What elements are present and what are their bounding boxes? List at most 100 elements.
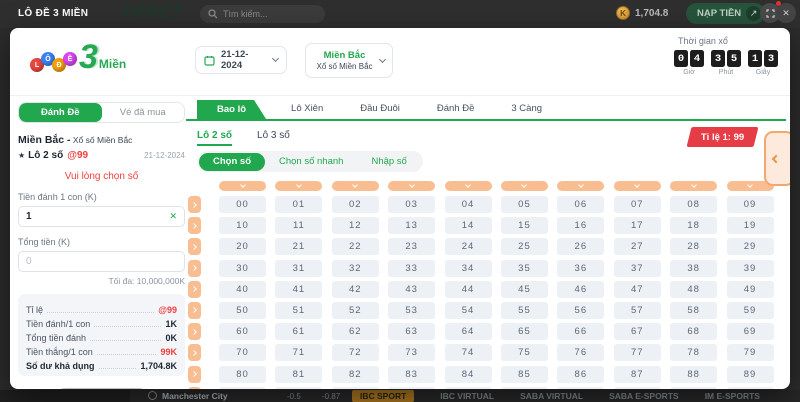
number-cell[interactable]: 80 xyxy=(219,365,266,383)
number-cell[interactable]: 48 xyxy=(670,280,718,298)
number-cell[interactable]: 16 xyxy=(557,217,605,235)
number-cell[interactable]: 59 xyxy=(726,301,774,319)
odds-value[interactable]: -0.87 xyxy=(322,392,341,401)
number-cell[interactable]: 07 xyxy=(613,196,661,213)
number-cell[interactable]: 44 xyxy=(444,280,492,298)
sidebar-tab[interactable]: Đánh Đề xyxy=(19,103,102,122)
number-cell[interactable]: 40 xyxy=(219,280,266,298)
row-select-button[interactable] xyxy=(188,217,201,235)
footer-nav-item[interactable]: IBC SPORT xyxy=(352,390,415,402)
number-cell[interactable]: 13 xyxy=(388,217,436,235)
odds-value[interactable]: -0.5 xyxy=(287,392,301,401)
number-cell[interactable]: 34 xyxy=(444,259,492,277)
number-cell[interactable]: 71 xyxy=(275,344,323,362)
number-cell[interactable]: 17 xyxy=(613,217,661,235)
row-select-button[interactable] xyxy=(188,365,201,383)
number-cell[interactable]: 35 xyxy=(500,259,548,277)
number-cell[interactable]: 95 xyxy=(500,386,548,389)
row-select-button[interactable] xyxy=(188,344,201,362)
game-tab[interactable]: Bao lô xyxy=(197,100,266,119)
column-select-button[interactable] xyxy=(670,181,718,191)
number-cell[interactable]: 66 xyxy=(557,323,605,341)
number-cell[interactable]: 28 xyxy=(670,238,718,256)
number-cell[interactable]: 99 xyxy=(726,386,774,389)
footer-nav-item[interactable]: IBC VIRTUAL xyxy=(440,391,495,401)
number-cell[interactable]: 60 xyxy=(219,323,266,341)
number-cell[interactable]: 84 xyxy=(444,365,492,383)
place-bet-button[interactable]: ĐẶT CƯỢC xyxy=(52,388,151,389)
column-select-button[interactable] xyxy=(726,181,774,191)
number-cell[interactable]: 56 xyxy=(557,301,605,319)
number-cell[interactable]: 26 xyxy=(557,238,605,256)
game-tab[interactable]: Lô Xiên xyxy=(291,103,324,114)
number-cell[interactable]: 82 xyxy=(331,365,379,383)
number-cell[interactable]: 96 xyxy=(557,386,605,389)
number-cell[interactable]: 75 xyxy=(500,344,548,362)
number-cell[interactable]: 57 xyxy=(613,301,661,319)
number-cell[interactable]: 43 xyxy=(388,280,436,298)
footer-nav-item[interactable]: IM E-SPORTS xyxy=(704,391,760,401)
number-cell[interactable]: 39 xyxy=(726,259,774,277)
row-select-button[interactable] xyxy=(188,323,201,341)
number-cell[interactable]: 12 xyxy=(331,217,379,235)
game-tab[interactable]: 3 Càng xyxy=(511,103,543,114)
number-cell[interactable]: 89 xyxy=(726,365,774,383)
number-cell[interactable]: 03 xyxy=(388,196,436,213)
sub-tab[interactable]: Lô 3 số xyxy=(257,130,290,141)
number-cell[interactable]: 21 xyxy=(275,238,323,256)
number-cell[interactable]: 05 xyxy=(500,196,548,213)
row-select-button[interactable] xyxy=(188,238,201,256)
row-select-button[interactable] xyxy=(188,280,201,298)
number-cell[interactable]: 97 xyxy=(613,386,661,389)
number-cell[interactable]: 73 xyxy=(388,344,436,362)
number-cell[interactable]: 86 xyxy=(557,365,605,383)
mode-pill[interactable]: Chọn số xyxy=(199,152,265,171)
number-cell[interactable]: 70 xyxy=(219,344,266,362)
date-picker[interactable]: 21-12-2024 xyxy=(195,46,287,74)
number-cell[interactable]: 64 xyxy=(444,323,492,341)
column-select-button[interactable] xyxy=(557,181,605,191)
sidebar-tab[interactable]: Vé đã mua xyxy=(101,103,184,122)
column-select-button[interactable] xyxy=(388,181,436,191)
number-cell[interactable]: 11 xyxy=(275,217,323,235)
number-cell[interactable]: 01 xyxy=(275,196,323,213)
number-cell[interactable]: 19 xyxy=(726,217,774,235)
total-input[interactable] xyxy=(26,256,177,267)
number-cell[interactable]: 62 xyxy=(331,323,379,341)
number-cell[interactable]: 81 xyxy=(275,365,323,383)
number-cell[interactable]: 61 xyxy=(275,323,323,341)
row-select-button[interactable] xyxy=(188,196,201,213)
number-cell[interactable]: 72 xyxy=(331,344,379,362)
number-cell[interactable]: 36 xyxy=(557,259,605,277)
number-cell[interactable]: 74 xyxy=(444,344,492,362)
column-select-button[interactable] xyxy=(219,181,266,191)
number-cell[interactable]: 52 xyxy=(331,301,379,319)
number-cell[interactable]: 37 xyxy=(613,259,661,277)
number-cell[interactable]: 92 xyxy=(331,386,379,389)
number-cell[interactable]: 63 xyxy=(388,323,436,341)
number-cell[interactable]: 10 xyxy=(219,217,266,235)
number-cell[interactable]: 14 xyxy=(444,217,492,235)
number-cell[interactable]: 09 xyxy=(726,196,774,213)
number-cell[interactable]: 53 xyxy=(388,301,436,319)
number-cell[interactable]: 65 xyxy=(500,323,548,341)
number-cell[interactable]: 29 xyxy=(726,238,774,256)
number-cell[interactable]: 77 xyxy=(613,344,661,362)
number-cell[interactable]: 46 xyxy=(557,280,605,298)
number-cell[interactable]: 22 xyxy=(331,238,379,256)
close-button[interactable]: ✕ xyxy=(776,3,796,23)
search-input[interactable]: Tìm kiếm... xyxy=(200,5,325,23)
number-cell[interactable]: 87 xyxy=(613,365,661,383)
number-cell[interactable]: 41 xyxy=(275,280,323,298)
column-select-button[interactable] xyxy=(331,181,379,191)
stake-input[interactable] xyxy=(26,211,170,222)
number-cell[interactable]: 79 xyxy=(726,344,774,362)
number-cell[interactable]: 51 xyxy=(275,301,323,319)
number-cell[interactable]: 50 xyxy=(219,301,266,319)
column-select-button[interactable] xyxy=(613,181,661,191)
number-cell[interactable]: 85 xyxy=(500,365,548,383)
number-cell[interactable]: 76 xyxy=(557,344,605,362)
number-cell[interactable]: 27 xyxy=(613,238,661,256)
number-cell[interactable]: 67 xyxy=(613,323,661,341)
game-tab[interactable]: Đầu Đuôi xyxy=(360,103,400,114)
